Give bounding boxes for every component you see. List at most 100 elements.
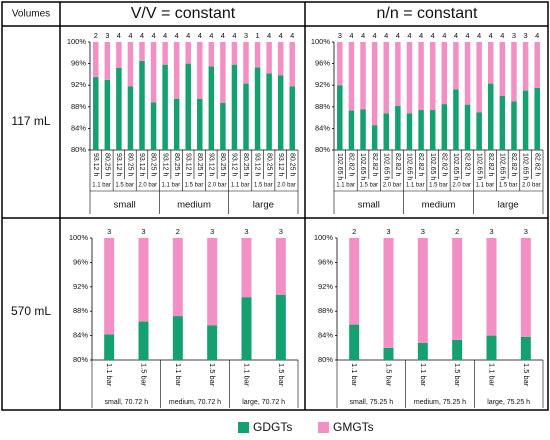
count-label: 3 — [489, 227, 493, 236]
bar-segment — [185, 42, 191, 64]
bar-segment — [452, 339, 463, 360]
count-label: 2 — [455, 227, 459, 236]
x-tick-label: 93.12 h — [92, 153, 99, 176]
bar-segment — [520, 336, 531, 360]
pressure-label: 1.5 bar — [429, 183, 448, 189]
x-tick-label: 102.65 h — [382, 153, 389, 180]
bar-segment — [139, 42, 145, 61]
x-tick-label: 102.65 h — [359, 153, 366, 180]
y-tick-label: 100% — [314, 233, 334, 242]
group-label: small — [114, 200, 136, 211]
bar-segment — [138, 238, 149, 322]
x-tick-label: 102.65 h — [336, 153, 343, 180]
bar-segment — [441, 42, 448, 105]
x-tick-label: 1.5 bar — [208, 363, 217, 387]
count-label: 4 — [209, 31, 213, 40]
x-tick-label: 82.82 h — [417, 153, 424, 176]
pressure-label: 1.1 bar — [231, 183, 250, 189]
y-tick-label: 88% — [71, 102, 86, 111]
bar-segment — [197, 42, 203, 99]
bar-segment — [360, 109, 366, 150]
bar-segment — [289, 86, 295, 150]
bar-segment — [197, 98, 203, 150]
bar-segment — [150, 42, 157, 103]
bar-segment — [93, 77, 99, 150]
bar-segment — [208, 42, 215, 67]
bar-segment — [511, 42, 517, 102]
count-label: 4 — [477, 31, 481, 40]
group-label: medium — [177, 200, 211, 211]
count-label: 3 — [107, 227, 111, 236]
bar-segment — [207, 238, 218, 326]
y-tick-label: 96% — [71, 59, 86, 68]
header-cell: V/V = constant — [131, 5, 236, 22]
bar-segment — [476, 42, 482, 113]
bar-segment — [522, 42, 529, 91]
bar-segment — [104, 79, 111, 150]
bar-segment — [173, 42, 180, 99]
row-label: 570 mL — [11, 304, 51, 318]
bar-segment — [360, 42, 366, 110]
count-label: 4 — [489, 31, 493, 40]
x-tick-label: 82.82 h — [464, 153, 471, 176]
count-label: 4 — [198, 31, 202, 40]
group-label: small, 70.72 h — [105, 399, 149, 406]
pressure-label: 2.0 bar — [452, 183, 471, 189]
bar-segment — [453, 42, 459, 90]
x-tick-label: 1.5 bar — [385, 363, 394, 387]
bar-segment — [464, 42, 471, 105]
count-label: 4 — [407, 31, 411, 40]
y-tick-label: 100% — [311, 37, 331, 46]
count-label: 4 — [442, 31, 446, 40]
bar-segment — [241, 238, 252, 298]
pressure-label: 1.1 bar — [476, 183, 495, 189]
bar-segment — [395, 105, 401, 150]
bar-segment — [486, 335, 497, 360]
count-label: 4 — [431, 31, 435, 40]
bar-segment — [534, 42, 540, 88]
group-label: medium, 70.72 h — [169, 399, 221, 406]
x-tick-label: 93.12 h — [184, 153, 191, 176]
bar-segment — [231, 64, 238, 150]
bar-segment — [383, 347, 394, 360]
group-label: large, 75.25 h — [487, 399, 530, 406]
header-cell: n/n = constant — [377, 5, 479, 22]
y-tick-label: 84% — [73, 331, 88, 340]
x-tick-label: 93.12 h — [138, 153, 145, 176]
x-tick-label: 80.25 h — [173, 153, 180, 176]
y-tick-label: 80% — [73, 355, 88, 364]
x-tick-label: 82.82 h — [348, 153, 355, 176]
bar-segment — [241, 297, 252, 360]
bar-segment — [162, 42, 168, 65]
x-tick-label: 102.65 h — [452, 153, 459, 180]
count-label: 4 — [232, 31, 236, 40]
x-tick-label: 80.25 h — [196, 153, 203, 176]
count-label: 3 — [244, 31, 248, 40]
group-label: medium, 75.25 h — [414, 399, 466, 406]
bar-segment — [173, 98, 180, 150]
x-tick-label: 93.12 h — [254, 153, 261, 176]
bar-segment — [383, 42, 389, 114]
x-tick-label: 1.1 bar — [350, 363, 359, 387]
bar-segment — [243, 83, 249, 150]
pressure-label: 1.5 bar — [115, 183, 134, 189]
x-tick-label: 1.5 bar — [140, 363, 149, 387]
bar-segment — [417, 238, 428, 343]
bar-segment — [139, 60, 145, 150]
bar-segment — [453, 89, 459, 150]
group-label: large — [498, 200, 519, 211]
x-tick-label: 1.1 bar — [243, 363, 252, 387]
bar-segment — [266, 73, 272, 150]
y-tick-label: 84% — [318, 331, 333, 340]
bar-segment — [418, 110, 424, 150]
count-label: 4 — [186, 31, 190, 40]
group-label: large — [253, 200, 274, 211]
y-tick-label: 96% — [318, 257, 333, 266]
x-tick-label: 80.25 h — [219, 153, 226, 176]
group-label: medium — [422, 200, 456, 211]
bar-segment — [220, 42, 226, 104]
bar-segment — [172, 238, 183, 317]
bar-segment — [337, 85, 343, 150]
pressure-label: 2.0 bar — [138, 183, 157, 189]
